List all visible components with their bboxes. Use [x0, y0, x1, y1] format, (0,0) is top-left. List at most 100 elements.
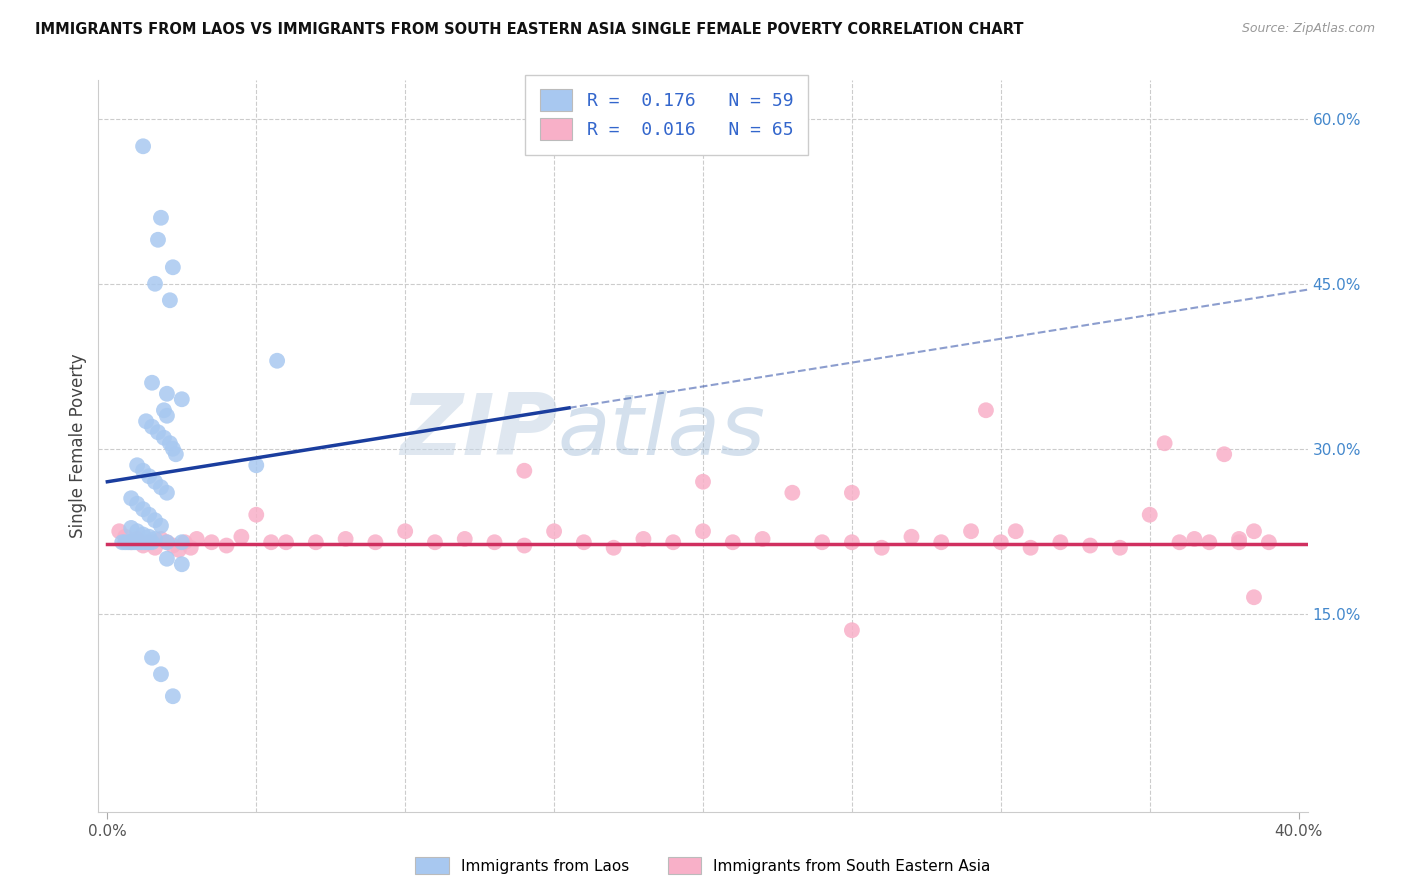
Point — [1049, 535, 1071, 549]
Point — [811, 535, 834, 549]
Point — [186, 532, 208, 546]
Point — [120, 491, 142, 506]
Point — [180, 541, 202, 555]
Point — [165, 447, 187, 461]
Point — [143, 513, 166, 527]
Point — [149, 532, 172, 546]
Point — [870, 541, 893, 555]
Point — [111, 535, 134, 549]
Point — [149, 211, 172, 225]
Point — [162, 690, 184, 704]
Point — [129, 535, 152, 549]
Point — [153, 431, 176, 445]
Point — [266, 353, 288, 368]
Point — [127, 535, 149, 549]
Point — [231, 530, 253, 544]
Point — [159, 293, 181, 308]
Point — [900, 530, 922, 544]
Point — [127, 497, 149, 511]
Point — [364, 535, 387, 549]
Point — [132, 139, 155, 153]
Point — [132, 539, 155, 553]
Point — [141, 419, 163, 434]
Point — [1109, 541, 1132, 555]
Point — [1227, 535, 1250, 549]
Point — [260, 535, 283, 549]
Point — [1004, 524, 1026, 539]
Point — [138, 508, 160, 522]
Point — [572, 535, 595, 549]
Point — [141, 535, 163, 549]
Point — [141, 376, 163, 390]
Point — [132, 502, 155, 516]
Point — [159, 436, 181, 450]
Point — [173, 535, 195, 549]
Text: ZIP: ZIP — [401, 390, 558, 473]
Point — [335, 532, 357, 546]
Point — [127, 458, 149, 473]
Point — [149, 518, 172, 533]
Point — [108, 524, 131, 539]
Point — [692, 524, 714, 539]
Point — [841, 624, 863, 638]
Point — [1243, 591, 1265, 605]
Point — [633, 532, 655, 546]
Point — [423, 535, 446, 549]
Point — [156, 535, 179, 549]
Point — [138, 535, 160, 549]
Point — [841, 535, 863, 549]
Point — [394, 524, 416, 539]
Point — [602, 541, 624, 555]
Point — [543, 524, 565, 539]
Point — [721, 535, 744, 549]
Point — [960, 524, 983, 539]
Point — [120, 535, 142, 549]
Point — [117, 535, 139, 549]
Point — [1139, 508, 1161, 522]
Point — [484, 535, 506, 549]
Point — [149, 480, 172, 494]
Point — [156, 409, 179, 423]
Point — [1257, 535, 1279, 549]
Point — [692, 475, 714, 489]
Point — [138, 530, 160, 544]
Point — [143, 475, 166, 489]
Text: IMMIGRANTS FROM LAOS VS IMMIGRANTS FROM SOUTH EASTERN ASIA SINGLE FEMALE POVERTY: IMMIGRANTS FROM LAOS VS IMMIGRANTS FROM … — [35, 22, 1024, 37]
Point — [513, 539, 536, 553]
Point — [143, 532, 166, 546]
Point — [127, 532, 149, 546]
Point — [662, 535, 685, 549]
Point — [245, 458, 267, 473]
Legend: R =  0.176   N = 59, R =  0.016   N = 65: R = 0.176 N = 59, R = 0.016 N = 65 — [526, 75, 808, 155]
Point — [120, 521, 142, 535]
Point — [156, 551, 179, 566]
Point — [167, 543, 190, 558]
Point — [215, 539, 238, 553]
Point — [143, 541, 166, 555]
Point — [170, 558, 193, 572]
Point — [1198, 535, 1220, 549]
Point — [143, 277, 166, 291]
Point — [135, 414, 157, 428]
Point — [305, 535, 328, 549]
Point — [990, 535, 1012, 549]
Point — [1227, 532, 1250, 546]
Point — [149, 667, 172, 681]
Point — [1078, 539, 1101, 553]
Point — [513, 464, 536, 478]
Y-axis label: Single Female Poverty: Single Female Poverty — [69, 354, 87, 538]
Point — [782, 485, 804, 500]
Point — [132, 527, 155, 541]
Point — [274, 535, 297, 549]
Point — [162, 442, 184, 456]
Point — [162, 539, 184, 553]
Point — [146, 425, 169, 440]
Point — [127, 524, 149, 539]
Point — [141, 650, 163, 665]
Point — [153, 403, 176, 417]
Point — [929, 535, 952, 549]
Point — [156, 535, 179, 549]
Point — [751, 532, 773, 546]
Point — [841, 485, 863, 500]
Point — [1243, 524, 1265, 539]
